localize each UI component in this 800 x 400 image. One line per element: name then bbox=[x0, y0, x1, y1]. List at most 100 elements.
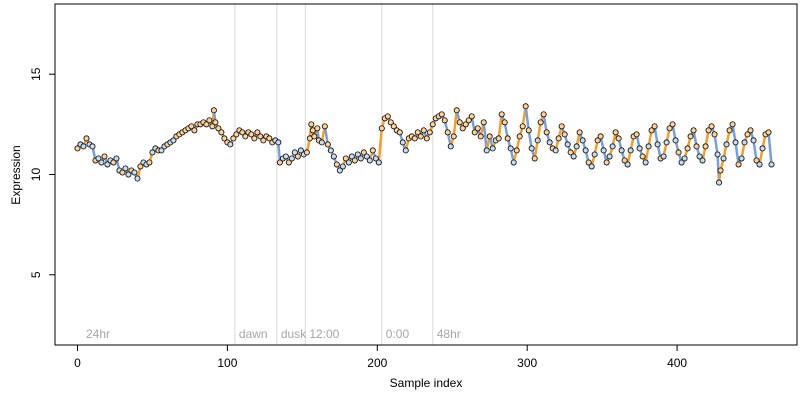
data-point bbox=[651, 123, 658, 130]
data-point bbox=[285, 159, 292, 166]
data-point bbox=[564, 141, 571, 148]
data-point bbox=[765, 129, 772, 136]
data-point bbox=[513, 147, 520, 154]
data-point bbox=[441, 117, 448, 124]
data-point bbox=[690, 127, 697, 134]
data-point bbox=[738, 155, 745, 162]
data-point bbox=[227, 141, 234, 148]
data-point bbox=[534, 137, 541, 144]
data-point bbox=[468, 113, 475, 120]
data-point bbox=[450, 133, 457, 140]
data-point bbox=[303, 149, 310, 156]
data-point bbox=[215, 125, 222, 132]
data-point bbox=[618, 147, 625, 154]
data-point bbox=[579, 137, 586, 144]
trend-segment bbox=[452, 109, 458, 138]
data-point bbox=[210, 107, 217, 114]
trend-segment bbox=[734, 141, 740, 166]
x-axis: 0 100 200 300 400 bbox=[74, 344, 687, 370]
y-tick-label: 5 bbox=[29, 271, 43, 278]
data-point bbox=[80, 143, 87, 150]
data-point bbox=[726, 127, 733, 134]
annotation-label: 12:00 bbox=[309, 327, 339, 341]
x-tick-label: 0 bbox=[74, 356, 81, 370]
data-point bbox=[666, 125, 673, 132]
data-point bbox=[248, 131, 255, 138]
data-point bbox=[675, 149, 682, 156]
x-tick-label: 100 bbox=[217, 356, 237, 370]
data-point bbox=[627, 147, 634, 154]
data-point bbox=[525, 127, 532, 134]
trend-segment bbox=[482, 121, 488, 152]
data-point bbox=[101, 153, 108, 160]
data-point bbox=[266, 135, 273, 142]
data-point bbox=[663, 139, 670, 146]
data-point bbox=[648, 127, 655, 134]
data-point bbox=[282, 153, 289, 160]
trend-segment bbox=[731, 123, 737, 144]
trend-segment bbox=[277, 141, 282, 164]
data-point bbox=[372, 155, 379, 162]
data-point bbox=[83, 135, 90, 142]
data-point bbox=[462, 121, 469, 128]
data-point bbox=[318, 139, 325, 146]
data-point bbox=[417, 133, 424, 140]
data-point bbox=[321, 123, 328, 130]
data-point bbox=[411, 135, 418, 142]
data-point bbox=[209, 123, 216, 130]
data-point bbox=[687, 133, 694, 140]
data-point bbox=[684, 145, 691, 152]
data-point bbox=[567, 149, 574, 156]
data-point bbox=[540, 111, 547, 118]
data-point bbox=[594, 137, 601, 144]
data-point bbox=[311, 133, 318, 140]
data-point bbox=[600, 147, 607, 154]
data-point bbox=[741, 139, 748, 146]
data-point bbox=[714, 151, 721, 158]
data-point bbox=[357, 155, 364, 162]
data-point bbox=[708, 123, 715, 130]
trend-segment bbox=[323, 125, 330, 146]
y-axis: 5 10 15 bbox=[29, 67, 56, 278]
data-point bbox=[654, 141, 661, 148]
data-point bbox=[137, 163, 144, 170]
data-point bbox=[519, 123, 526, 130]
y-tick-label: 10 bbox=[29, 168, 43, 182]
data-point bbox=[426, 129, 433, 136]
data-point bbox=[345, 159, 352, 166]
data-point bbox=[723, 141, 730, 148]
data-point bbox=[98, 159, 105, 166]
y-axis-label: Expression bbox=[9, 145, 23, 204]
data-point bbox=[369, 147, 376, 154]
data-point bbox=[276, 159, 283, 166]
data-point bbox=[753, 157, 760, 164]
data-point bbox=[275, 139, 282, 146]
data-point bbox=[507, 145, 514, 152]
data-point bbox=[642, 159, 649, 166]
data-point bbox=[603, 159, 610, 166]
data-point bbox=[327, 147, 334, 154]
data-point bbox=[609, 143, 616, 150]
x-tick-label: 200 bbox=[367, 356, 387, 370]
data-point bbox=[354, 151, 361, 158]
data-point bbox=[591, 151, 598, 158]
data-point bbox=[552, 147, 559, 154]
data-point bbox=[747, 127, 754, 134]
data-point bbox=[423, 135, 430, 142]
data-point bbox=[149, 149, 156, 156]
data-point bbox=[693, 143, 700, 150]
data-point bbox=[203, 121, 210, 128]
data-point bbox=[621, 157, 628, 164]
x-axis-label: Sample index bbox=[390, 376, 463, 390]
data-point bbox=[735, 161, 742, 168]
data-point bbox=[555, 135, 562, 142]
data-point bbox=[254, 129, 261, 136]
data-point bbox=[459, 125, 466, 132]
data-point bbox=[396, 129, 403, 136]
data-point bbox=[134, 175, 141, 182]
data-point bbox=[501, 119, 508, 126]
data-point bbox=[588, 163, 595, 170]
annotation-label: dusk bbox=[281, 327, 307, 341]
data-point bbox=[146, 159, 153, 166]
data-point bbox=[522, 103, 529, 110]
